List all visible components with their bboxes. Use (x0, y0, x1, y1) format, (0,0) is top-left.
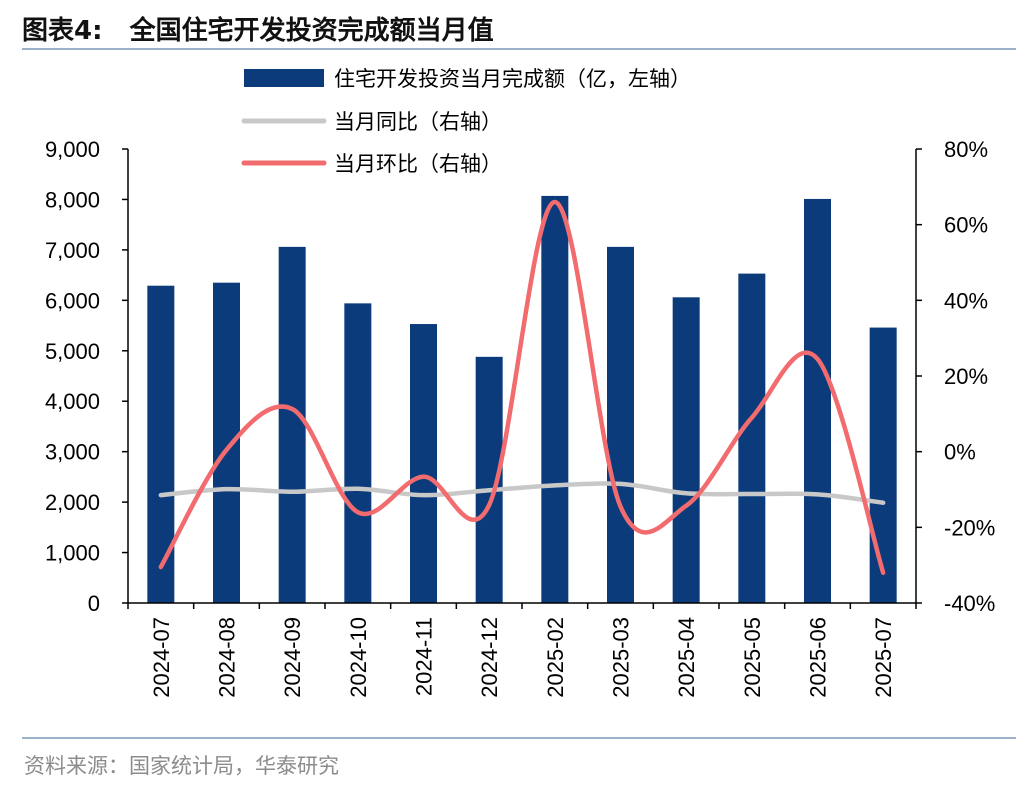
x-tick-label: 2025-03 (609, 617, 634, 698)
x-tick-label: 2024-12 (477, 617, 502, 698)
footer-rule (22, 737, 1016, 739)
x-tick-label: 2025-05 (740, 617, 765, 698)
right-tick-label: 40% (944, 288, 988, 313)
bar-2025-04 (672, 297, 700, 603)
left-tick-label: 0 (88, 591, 100, 616)
bar-2024-08 (213, 282, 240, 603)
bar-2025-02 (541, 195, 569, 603)
bar-2025-05 (738, 273, 766, 603)
source-note: 资料来源：国家统计局，华泰研究 (24, 754, 339, 778)
right-tick-label: 20% (944, 364, 988, 389)
x-tick-label: 2024-11 (412, 617, 437, 696)
right-tick-label: 0% (944, 440, 976, 465)
bar-2024-11 (410, 324, 437, 603)
legend-label: 当月同比（右轴） (334, 110, 502, 134)
legend-label: 当月环比（右轴） (334, 152, 502, 176)
left-tick-label: 5,000 (45, 339, 100, 364)
legend-bar-swatch (244, 69, 324, 87)
x-tick-label: 2025-02 (543, 617, 568, 698)
right-tick-label: -20% (944, 515, 995, 540)
legend-label: 住宅开发投资当月完成额（亿，左轴） (334, 67, 691, 91)
right-tick-label: 60% (944, 213, 988, 238)
left-tick-label: 1,000 (45, 541, 100, 566)
left-tick-label: 6,000 (45, 288, 100, 313)
bar-2025-07 (869, 327, 897, 603)
title-text: 全国住宅开发投资完成额当月值 (129, 16, 494, 46)
mom-line (158, 199, 886, 575)
x-tick-label: 2025-06 (806, 617, 831, 698)
chart: 0 1,000 2,000 3,000 4,000 5,000 6,000 7,000 8,00… (45, 67, 995, 698)
title-rule (22, 48, 1016, 50)
right-tick-label: -40% (944, 591, 995, 616)
left-tick-label: 2,000 (45, 490, 100, 515)
right-tick-label: 80% (944, 137, 988, 162)
bar-2024-09 (278, 246, 306, 603)
x-tick-label: 2025-04 (674, 617, 699, 698)
left-tick-label: 4,000 (45, 389, 100, 414)
bar-2025-06 (804, 198, 831, 603)
left-tick-label: 3,000 (45, 440, 100, 465)
bar-2025-03 (607, 246, 634, 603)
left-tick-label: 9,000 (45, 137, 100, 162)
x-tick-label: 2024-10 (346, 617, 371, 698)
yoy-line (158, 481, 886, 505)
x-tick-label: 2025-07 (871, 617, 896, 698)
chart-title: 图表4: 全国住宅开发投资完成额当月值 (22, 10, 494, 47)
x-tick-label: 2024-07 (149, 617, 174, 698)
x-tick-label: 2024-08 (215, 617, 240, 698)
bar-2024-07 (147, 285, 175, 603)
figure-label: 图表4: (22, 16, 103, 46)
legend: 住宅开发投资当月完成额（亿，左轴） 当月同比（右轴） 当月环比（右轴） (241, 67, 691, 176)
left-tick-label: 8,000 (45, 187, 100, 212)
x-tick-label: 2024-09 (280, 617, 305, 698)
bar-2024-10 (344, 303, 372, 603)
left-tick-label: 7,000 (45, 238, 100, 263)
